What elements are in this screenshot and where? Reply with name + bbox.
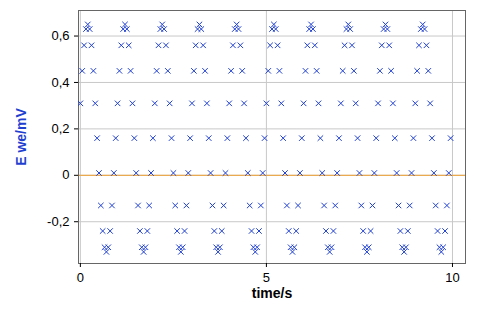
- svg-text:time/s: time/s: [252, 285, 293, 301]
- svg-text:0,6: 0,6: [51, 28, 69, 43]
- svg-text:E we/mV: E we/mV: [13, 108, 29, 166]
- svg-text:5: 5: [263, 270, 270, 285]
- svg-text:0: 0: [62, 167, 69, 182]
- svg-text:0,2: 0,2: [51, 121, 69, 136]
- svg-text:0: 0: [77, 270, 84, 285]
- svg-text:0,4: 0,4: [51, 75, 69, 90]
- svg-text:10: 10: [445, 270, 459, 285]
- svg-text:-0,2: -0,2: [47, 214, 69, 229]
